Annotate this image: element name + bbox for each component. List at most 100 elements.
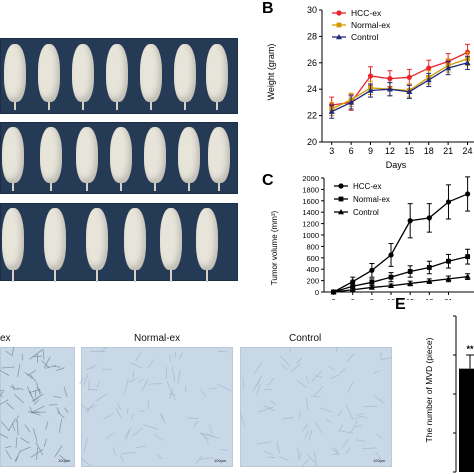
mouse bbox=[38, 44, 60, 102]
scale-text-2: 100μm bbox=[214, 458, 227, 463]
y-tick-label: 26 bbox=[307, 58, 317, 68]
series-0 bbox=[330, 176, 471, 295]
data-point bbox=[367, 87, 374, 93]
tissue-fiber bbox=[339, 368, 346, 374]
legend-marker bbox=[338, 183, 344, 189]
tissue-fiber bbox=[31, 393, 44, 402]
tissue-fiber bbox=[0, 395, 4, 397]
x-tick-label: 9 bbox=[370, 297, 374, 300]
tissue-fiber bbox=[193, 420, 199, 428]
micro-label-right: Control bbox=[289, 333, 322, 344]
tissue-fiber bbox=[376, 433, 383, 439]
y-tick-label: 22 bbox=[307, 111, 317, 121]
tissue-fiber bbox=[143, 424, 159, 430]
data-point bbox=[407, 218, 413, 224]
tissue-fiber bbox=[8, 418, 16, 432]
legend-label: Normal-ex bbox=[351, 20, 391, 30]
tissue-fiber bbox=[1, 366, 15, 369]
weight-axes: 20 22 24 26 28 30 3 6 9 12 15 18 21 24 bbox=[307, 5, 474, 156]
series-2 bbox=[330, 273, 471, 295]
tissue-fiber bbox=[63, 386, 68, 397]
data-point bbox=[445, 199, 452, 205]
mvd-y-axis-label: The number of MVD (piece) bbox=[424, 337, 434, 442]
mouse-tail bbox=[170, 270, 172, 282]
mouse-tail bbox=[86, 183, 88, 191]
tissue-fiber bbox=[35, 442, 44, 456]
tissue-fiber bbox=[201, 432, 214, 438]
tissue-fiber bbox=[5, 350, 12, 356]
tissue-fiber bbox=[174, 351, 177, 359]
data-point bbox=[367, 73, 374, 79]
tumor-axes: 0 200 400 600 800 1000 1200 1400 1600 1800 2000 3 6 9… bbox=[302, 174, 474, 300]
tissue-fiber bbox=[14, 450, 21, 462]
tissue-fiber bbox=[342, 439, 349, 448]
tissue-fiber bbox=[20, 437, 30, 444]
tissue-fiber bbox=[36, 353, 39, 363]
x-tick-label: 9 bbox=[368, 146, 373, 156]
tissue-fiber bbox=[298, 410, 301, 420]
series-line bbox=[333, 193, 468, 293]
tissue-fiber bbox=[338, 409, 342, 417]
tissue-fiber bbox=[16, 420, 19, 436]
tissue-fiber bbox=[131, 427, 143, 437]
data-point bbox=[464, 273, 471, 279]
tissue-fiber bbox=[296, 358, 303, 364]
tissue-fiber bbox=[29, 389, 41, 393]
mouse-tail bbox=[14, 102, 16, 110]
tissue-fiber bbox=[29, 349, 43, 360]
y-tick-label: 1400 bbox=[302, 208, 319, 217]
tissue-fiber bbox=[90, 363, 97, 370]
mouse bbox=[140, 44, 162, 102]
mouse bbox=[110, 127, 132, 183]
tissue-fiber bbox=[263, 404, 275, 412]
tissue-fiber bbox=[135, 445, 146, 449]
data-point bbox=[407, 269, 413, 274]
panel-label-c: C bbox=[262, 172, 274, 189]
tissue-fiber bbox=[328, 366, 335, 371]
tissue-fiber bbox=[34, 399, 40, 405]
tissue-fiber bbox=[208, 387, 218, 390]
y-tick-label: 200 bbox=[306, 277, 319, 286]
data-point bbox=[407, 280, 414, 286]
tissue-fiber bbox=[132, 370, 135, 379]
tissue-fiber bbox=[126, 407, 129, 414]
tissue-fiber bbox=[84, 402, 95, 414]
tissue-fiber bbox=[252, 379, 261, 391]
data-point bbox=[465, 254, 471, 260]
tissue-fiber bbox=[362, 447, 377, 450]
legend-marker bbox=[336, 22, 342, 28]
y-tick-label: 1800 bbox=[302, 185, 319, 194]
y-tick-label: 600 bbox=[306, 254, 319, 263]
tissue-fiber bbox=[301, 422, 309, 433]
x-tick-label: 21 bbox=[443, 146, 453, 156]
tissue-fiber bbox=[6, 402, 14, 410]
series-line bbox=[331, 58, 468, 110]
data-point bbox=[426, 265, 432, 270]
mouse bbox=[178, 127, 200, 183]
x-tick-label: 6 bbox=[349, 146, 354, 156]
data-point bbox=[464, 59, 471, 65]
micrograph-normal bbox=[81, 347, 233, 467]
mouse bbox=[160, 208, 182, 270]
mouse bbox=[4, 44, 26, 102]
tumor-legend: HCC-ex Normal-ex Control bbox=[334, 182, 390, 217]
tissue-fiber bbox=[115, 408, 122, 419]
tissue-fiber bbox=[177, 369, 181, 384]
legend-label: Normal-ex bbox=[353, 195, 390, 204]
panel-label-e: E bbox=[395, 296, 406, 313]
mouse-tail bbox=[12, 270, 14, 282]
tissue-fiber bbox=[85, 366, 93, 371]
mouse-tail bbox=[206, 270, 208, 282]
tissue-fiber bbox=[267, 377, 275, 387]
legend-marker bbox=[336, 34, 342, 40]
tumor-y-axis-label: Tumor volume (mm³) bbox=[270, 210, 279, 285]
tissue-fiber bbox=[43, 438, 47, 447]
tissue-fiber bbox=[200, 457, 214, 460]
tumor-volume-chart: Tumor volume (mm³) 0 200 400 600 800 1000 1200… bbox=[270, 174, 474, 300]
micro-label-middle: Normal-ex bbox=[134, 333, 181, 344]
y-tick-label: 0 bbox=[315, 288, 319, 297]
x-tick-label: 24 bbox=[463, 146, 473, 156]
tissue-fiber bbox=[45, 421, 49, 430]
weight-legend: HCC-ex Normal-ex Control bbox=[332, 8, 391, 42]
tissue-fiber bbox=[0, 399, 9, 405]
